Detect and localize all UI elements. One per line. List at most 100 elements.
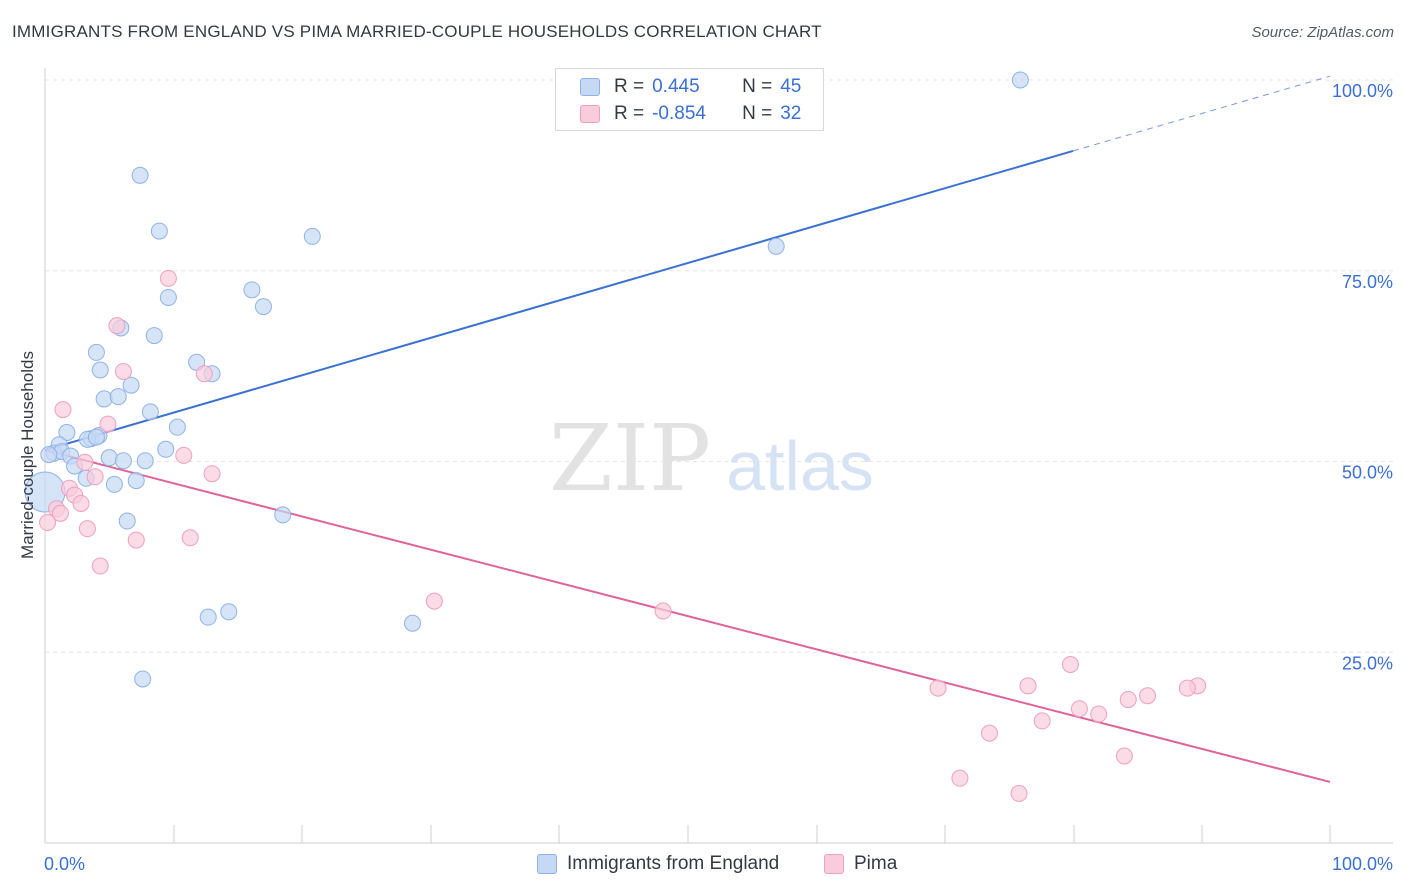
pima-point [51,504,69,522]
pima-point [127,531,145,549]
pima-point [951,769,969,787]
pima-point [425,592,443,610]
england-point [87,428,105,446]
r-value-england: 0.445 [652,76,700,97]
legend-item-pima: Pima [824,852,897,876]
england-point [303,227,321,245]
pima-point [1139,687,1157,705]
pima-point [99,415,117,433]
england-point [134,670,152,688]
england-legend-swatch [537,854,557,874]
pima-point [114,362,132,380]
pima-point [181,529,199,547]
england-legend-label: Immigrants from England [567,853,780,874]
england-point [105,475,123,493]
england-point [1011,71,1029,89]
england-point [127,472,145,490]
pima-point [195,365,213,383]
legend-item-england: Immigrants from England [537,852,779,876]
england-point [114,452,132,470]
x-tick-label: 100.0% [1332,854,1393,874]
n-label: N = [742,76,773,97]
x-tick-label: 0.0% [44,854,85,874]
axes [44,68,1393,844]
england-point [40,446,58,464]
england-point [150,222,168,240]
pima-point [1119,691,1137,709]
y-tick-label: 75.0% [1342,272,1393,292]
pima-point [203,465,221,483]
pima-point [1061,655,1079,673]
england-point [199,608,217,626]
pima-point [54,401,72,419]
pima-point [654,602,672,620]
england-swatch [580,78,600,96]
r-label: R = [614,76,645,97]
legend-row-pima: R = -0.854 N = 32 [580,102,801,126]
chart-title: IMMIGRANTS FROM ENGLAND VS PIMA MARRIED-… [12,22,822,41]
england-point [767,237,785,255]
england-point [118,512,136,530]
pima-point [1019,677,1037,695]
y-tick-label: 25.0% [1342,653,1393,673]
watermark-atlas: atlas [726,427,874,505]
trend-line-pima [44,449,1331,783]
pima-legend-swatch [824,854,844,874]
england-point [95,390,113,408]
england-point [274,506,292,524]
pima-point [108,317,126,335]
watermark-zip: ZIP [549,405,711,512]
england-point [131,166,149,184]
england-point [159,288,177,306]
pima-point [1033,712,1051,730]
england-point [100,449,118,467]
gridlines [45,79,1393,653]
pima-point [1070,700,1088,718]
tick-labels: 25.0% 50.0% 75.0% 100.0% 0.0% 100.0% [44,81,1393,874]
correlation-legend: R = 0.445 N = 45 R = -0.854 N = 32 [555,68,824,131]
trend-line-england [44,149,1074,452]
england-point [109,388,127,406]
source-label: Source: ZipAtlas.com [1251,24,1394,41]
trend-line-extension [1072,75,1331,152]
england-point [122,376,140,394]
pima-point [1010,784,1028,802]
england-point [141,403,159,421]
pima-point [72,494,90,512]
pima-swatch [580,105,600,123]
n-value-england: 45 [780,76,802,97]
n-label: N = [742,103,773,124]
pima-point [86,468,104,486]
england-point [404,614,422,632]
pima-point [91,557,109,575]
scatter-points [24,71,1207,802]
england-point [243,281,261,299]
pima-point [929,679,947,697]
pima-point [980,724,998,742]
england-point [254,298,272,316]
pima-point [159,269,177,287]
pima-point [175,446,193,464]
pima-point [1178,679,1196,697]
england-point [136,452,154,470]
n-value-pima: 32 [780,103,802,124]
england-point [220,603,238,621]
england-point [145,327,163,345]
pima-point [76,453,94,471]
y-tick-label: 50.0% [1342,463,1393,483]
england-point [91,361,109,379]
pima-point [1090,705,1108,723]
england-point [157,440,175,458]
england-point [58,424,76,442]
y-tick-label: 100.0% [1332,81,1393,101]
trend-lines [44,75,1331,783]
england-point [168,418,186,436]
r-value-pima: -0.854 [652,103,706,124]
legend-row-england: R = 0.445 N = 45 [580,75,801,99]
pima-legend-label: Pima [854,853,898,874]
r-label: R = [614,103,645,124]
england-point [87,343,105,361]
pima-point [1115,747,1133,765]
pima-point [78,520,96,538]
